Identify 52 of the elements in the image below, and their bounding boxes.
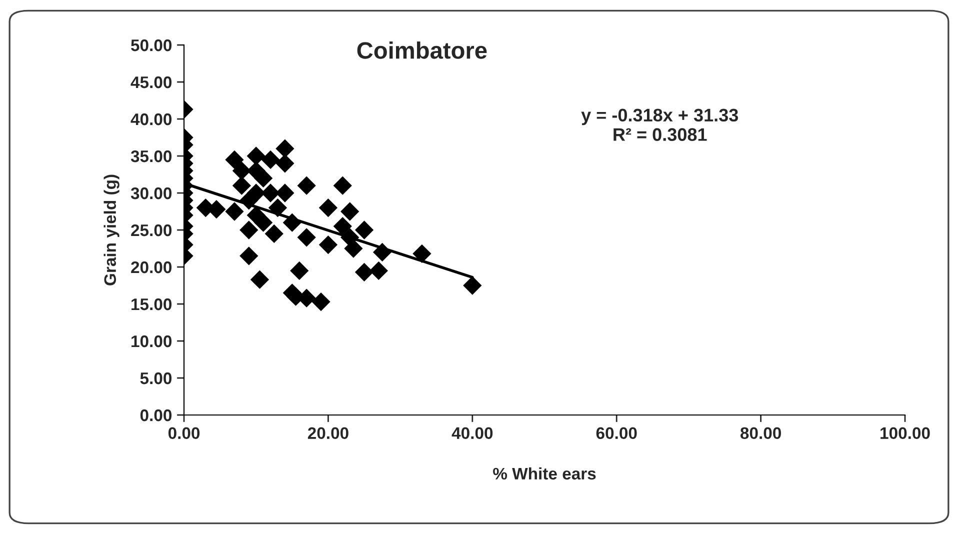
point (225, 150, 244, 170)
y-tick-label: 0.00 (140, 409, 172, 422)
point (246, 184, 266, 202)
point (318, 198, 338, 218)
annotation: y = -0.318x + 31.33 R² = 0.3081 (581, 108, 738, 141)
point (225, 202, 244, 221)
point (354, 262, 374, 282)
point (232, 176, 251, 195)
point (254, 213, 273, 232)
y-tick-label: 45.00 (130, 76, 172, 88)
point (240, 220, 258, 240)
x-tick-label: 100.00 (880, 427, 930, 440)
point (264, 224, 284, 244)
point (261, 184, 280, 202)
point (318, 235, 338, 254)
point (276, 139, 294, 158)
point (246, 146, 266, 166)
point (344, 239, 363, 258)
y-tick-label: 30.00 (130, 187, 172, 200)
point (250, 270, 270, 289)
y-axis-title: Grain yield (g) (104, 174, 120, 286)
x-tick-label: 40.00 (452, 427, 493, 440)
point (354, 220, 374, 240)
y-tick-label: 35.00 (130, 150, 172, 162)
point (312, 292, 330, 312)
y-tick-label: 20.00 (131, 261, 172, 274)
y-tick-label: 25.00 (131, 224, 172, 236)
y-tick-label: 15.00 (132, 298, 172, 310)
point (412, 244, 432, 263)
point (254, 168, 273, 188)
point (290, 261, 309, 280)
point (261, 150, 280, 170)
point (276, 184, 294, 202)
x-axis-title: % White ears (493, 467, 596, 480)
chart-title: Coimbatore (357, 41, 487, 59)
x-tick-label: 60.00 (596, 427, 637, 440)
y-tick-label: 5.00 (140, 372, 172, 384)
x-tick-label: 20.00 (308, 427, 348, 440)
point (333, 176, 352, 195)
y-tick-label: 40.00 (130, 113, 172, 126)
x-tick-label: 0.00 (168, 427, 200, 440)
point (297, 176, 316, 195)
point (340, 202, 360, 221)
point (333, 216, 352, 236)
point (276, 154, 294, 173)
y-tick-label: 10.00 (132, 335, 172, 348)
x-tick-label: 80.00 (740, 427, 781, 440)
point (240, 246, 258, 266)
point (463, 276, 482, 295)
y-tick-label: 50.00 (131, 39, 172, 52)
point (297, 228, 316, 247)
point (369, 261, 388, 280)
